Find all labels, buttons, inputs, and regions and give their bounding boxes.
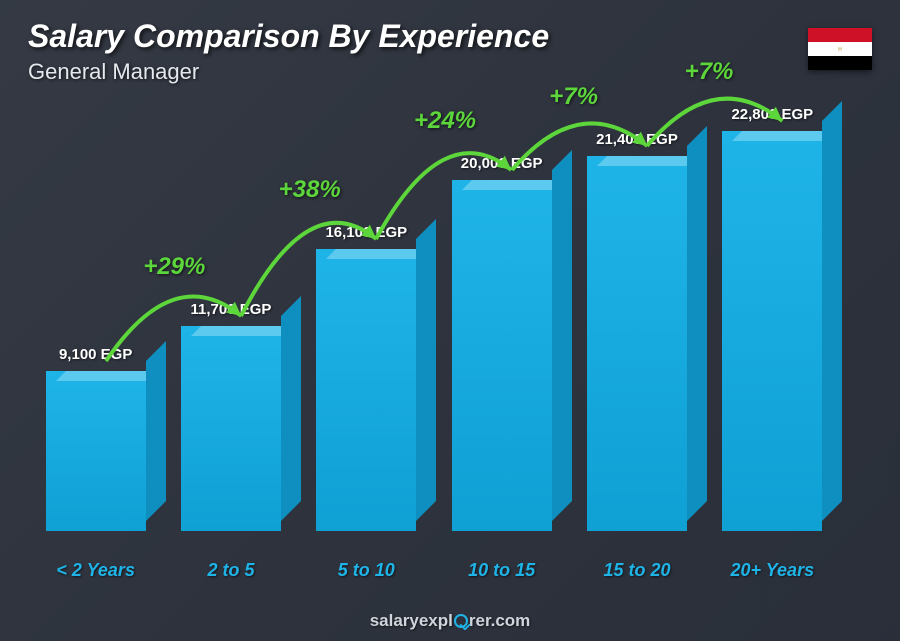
footer-attribution: salaryexplrer.com	[0, 611, 900, 631]
x-axis-label: 5 to 10	[299, 560, 434, 581]
flag-stripe-red	[808, 28, 872, 42]
bars-container: 9,100 EGP 11,700 EGP 16,100 EGP 20,000 EGP 2…	[28, 131, 840, 531]
bar-3: 20,000 EGP	[434, 155, 569, 531]
x-axis-labels: < 2 Years2 to 55 to 1010 to 1515 to 2020…	[28, 560, 840, 581]
x-axis-label: 20+ Years	[705, 560, 840, 581]
bar-value-label: 20,000 EGP	[461, 155, 543, 172]
pct-increase-label: +24%	[414, 107, 476, 135]
bar-0: 9,100 EGP	[28, 346, 163, 531]
chart-title: Salary Comparison By Experience	[28, 18, 549, 55]
x-axis-label: 2 to 5	[163, 560, 298, 581]
country-flag-egypt: ♅	[808, 28, 872, 70]
x-axis-label: < 2 Years	[28, 560, 163, 581]
bar-chart: 9,100 EGP 11,700 EGP 16,100 EGP 20,000 EGP 2…	[28, 100, 840, 581]
bar-value-label: 22,800 EGP	[731, 106, 813, 123]
pct-increase-label: +7%	[549, 83, 598, 111]
pct-increase-label: +7%	[685, 58, 734, 86]
bar-1: 11,700 EGP	[163, 301, 298, 531]
chart-subtitle: General Manager	[28, 59, 549, 85]
x-axis-label: 15 to 20	[569, 560, 704, 581]
bar-5: 22,800 EGP	[705, 106, 840, 531]
bar-2: 16,100 EGP	[299, 224, 434, 531]
pct-increase-label: +38%	[279, 176, 341, 204]
bar-value-label: 9,100 EGP	[59, 346, 132, 363]
x-axis-label: 10 to 15	[434, 560, 569, 581]
bar-value-label: 11,700 EGP	[191, 301, 272, 318]
logo-icon	[454, 614, 468, 628]
flag-stripe-black	[808, 56, 872, 70]
pct-increase-label: +29%	[143, 253, 205, 281]
bar-value-label: 21,400 EGP	[596, 131, 678, 148]
bar-4: 21,400 EGP	[569, 131, 704, 531]
bar-value-label: 16,100 EGP	[325, 224, 407, 241]
flag-emblem: ♅	[808, 42, 872, 56]
chart-header: Salary Comparison By Experience General …	[28, 18, 549, 85]
